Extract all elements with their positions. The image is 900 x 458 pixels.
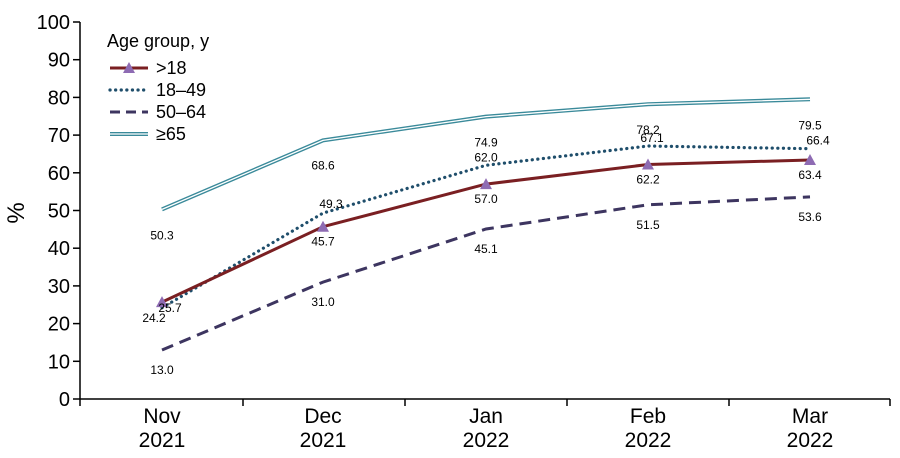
- data-labels: 25.7 45.7 57.0 62.2 63.4 24.2 49.3 62.0 67.1 66.4…: [142, 118, 830, 377]
- x-tick-label-year: 2021: [139, 429, 186, 452]
- data-label: 45.7: [311, 235, 335, 249]
- data-label: 31.0: [311, 295, 335, 309]
- legend-item: 18–49: [108, 80, 206, 100]
- legend-label: 18–49: [156, 80, 206, 100]
- data-label: 25.7: [158, 301, 182, 315]
- x-tick-label-month: Nov: [143, 405, 181, 428]
- series-line: [160, 144, 812, 310]
- legend-label: 50–64: [156, 102, 206, 122]
- series-0: [156, 153, 816, 308]
- data-label: 50.3: [150, 228, 174, 242]
- x-tick-label-year: 2022: [787, 429, 834, 452]
- x-tick-label-year: 2022: [625, 429, 672, 452]
- triangle-marker: [480, 178, 492, 190]
- series-line-inner: [161, 98, 811, 210]
- y-axis-title: %: [3, 202, 30, 223]
- legend-item: 50–64: [110, 102, 206, 122]
- data-label: 68.6: [311, 158, 335, 172]
- data-label: 51.5: [636, 218, 660, 232]
- triangle-marker: [317, 220, 329, 232]
- legend-item: ≥65: [110, 124, 186, 144]
- x-tick-label-month: Dec: [304, 405, 341, 428]
- y-tick-label: 60: [48, 163, 70, 185]
- data-label: 67.1: [640, 131, 664, 145]
- data-label: 74.9: [474, 136, 498, 150]
- y-tick-label: 100: [37, 12, 70, 34]
- data-label: 66.4: [806, 134, 830, 148]
- y-tick-label: 50: [48, 201, 70, 223]
- y-tick-label: 40: [48, 238, 70, 260]
- series-line: [161, 195, 811, 352]
- series-2: [161, 195, 811, 352]
- x-tick-label-month: Mar: [792, 405, 828, 428]
- data-label: 57.0: [474, 192, 498, 206]
- x-tick-label-month: Jan: [469, 405, 503, 428]
- y-tick-label: 10: [48, 351, 70, 373]
- axes: [79, 22, 890, 400]
- triangle-marker: [642, 158, 654, 170]
- series-layer: [156, 97, 816, 352]
- data-label: 24.2: [142, 311, 166, 325]
- data-label: 78.2: [636, 123, 660, 137]
- series-1: [160, 144, 812, 310]
- triangle-marker: [804, 153, 816, 165]
- x-tick-label-year: 2022: [463, 429, 510, 452]
- series-3: [161, 97, 811, 212]
- x-tick-label-month: Feb: [630, 405, 666, 428]
- data-label: 63.4: [798, 168, 822, 182]
- data-label: 49.3: [319, 197, 343, 211]
- y-tick-label: 30: [48, 276, 70, 298]
- y-tick-label: 90: [48, 50, 70, 72]
- legend-label: >18: [156, 58, 187, 78]
- triangle-marker: [156, 296, 168, 308]
- y-tick-label: 70: [48, 125, 70, 147]
- legend-title: Age group, y: [107, 31, 209, 51]
- data-label: 13.0: [150, 363, 174, 377]
- legend-label: ≥65: [156, 124, 186, 144]
- data-label: 62.0: [474, 150, 498, 164]
- y-tick-label: 0: [59, 389, 70, 411]
- y-tick-label: 80: [48, 87, 70, 109]
- data-label: 79.5: [798, 118, 822, 132]
- x-tick-label-year: 2021: [300, 429, 347, 452]
- y-tick-label: 20: [48, 314, 70, 336]
- data-label: 45.1: [474, 242, 498, 256]
- legend-item: >18: [110, 58, 187, 78]
- data-label: 62.2: [636, 173, 660, 187]
- data-label: 53.6: [798, 210, 822, 224]
- legend-triangle-marker: [123, 62, 135, 73]
- y-axis-ticks: 0 10 20 30 40 50 60 70 80 90 100: [37, 12, 80, 411]
